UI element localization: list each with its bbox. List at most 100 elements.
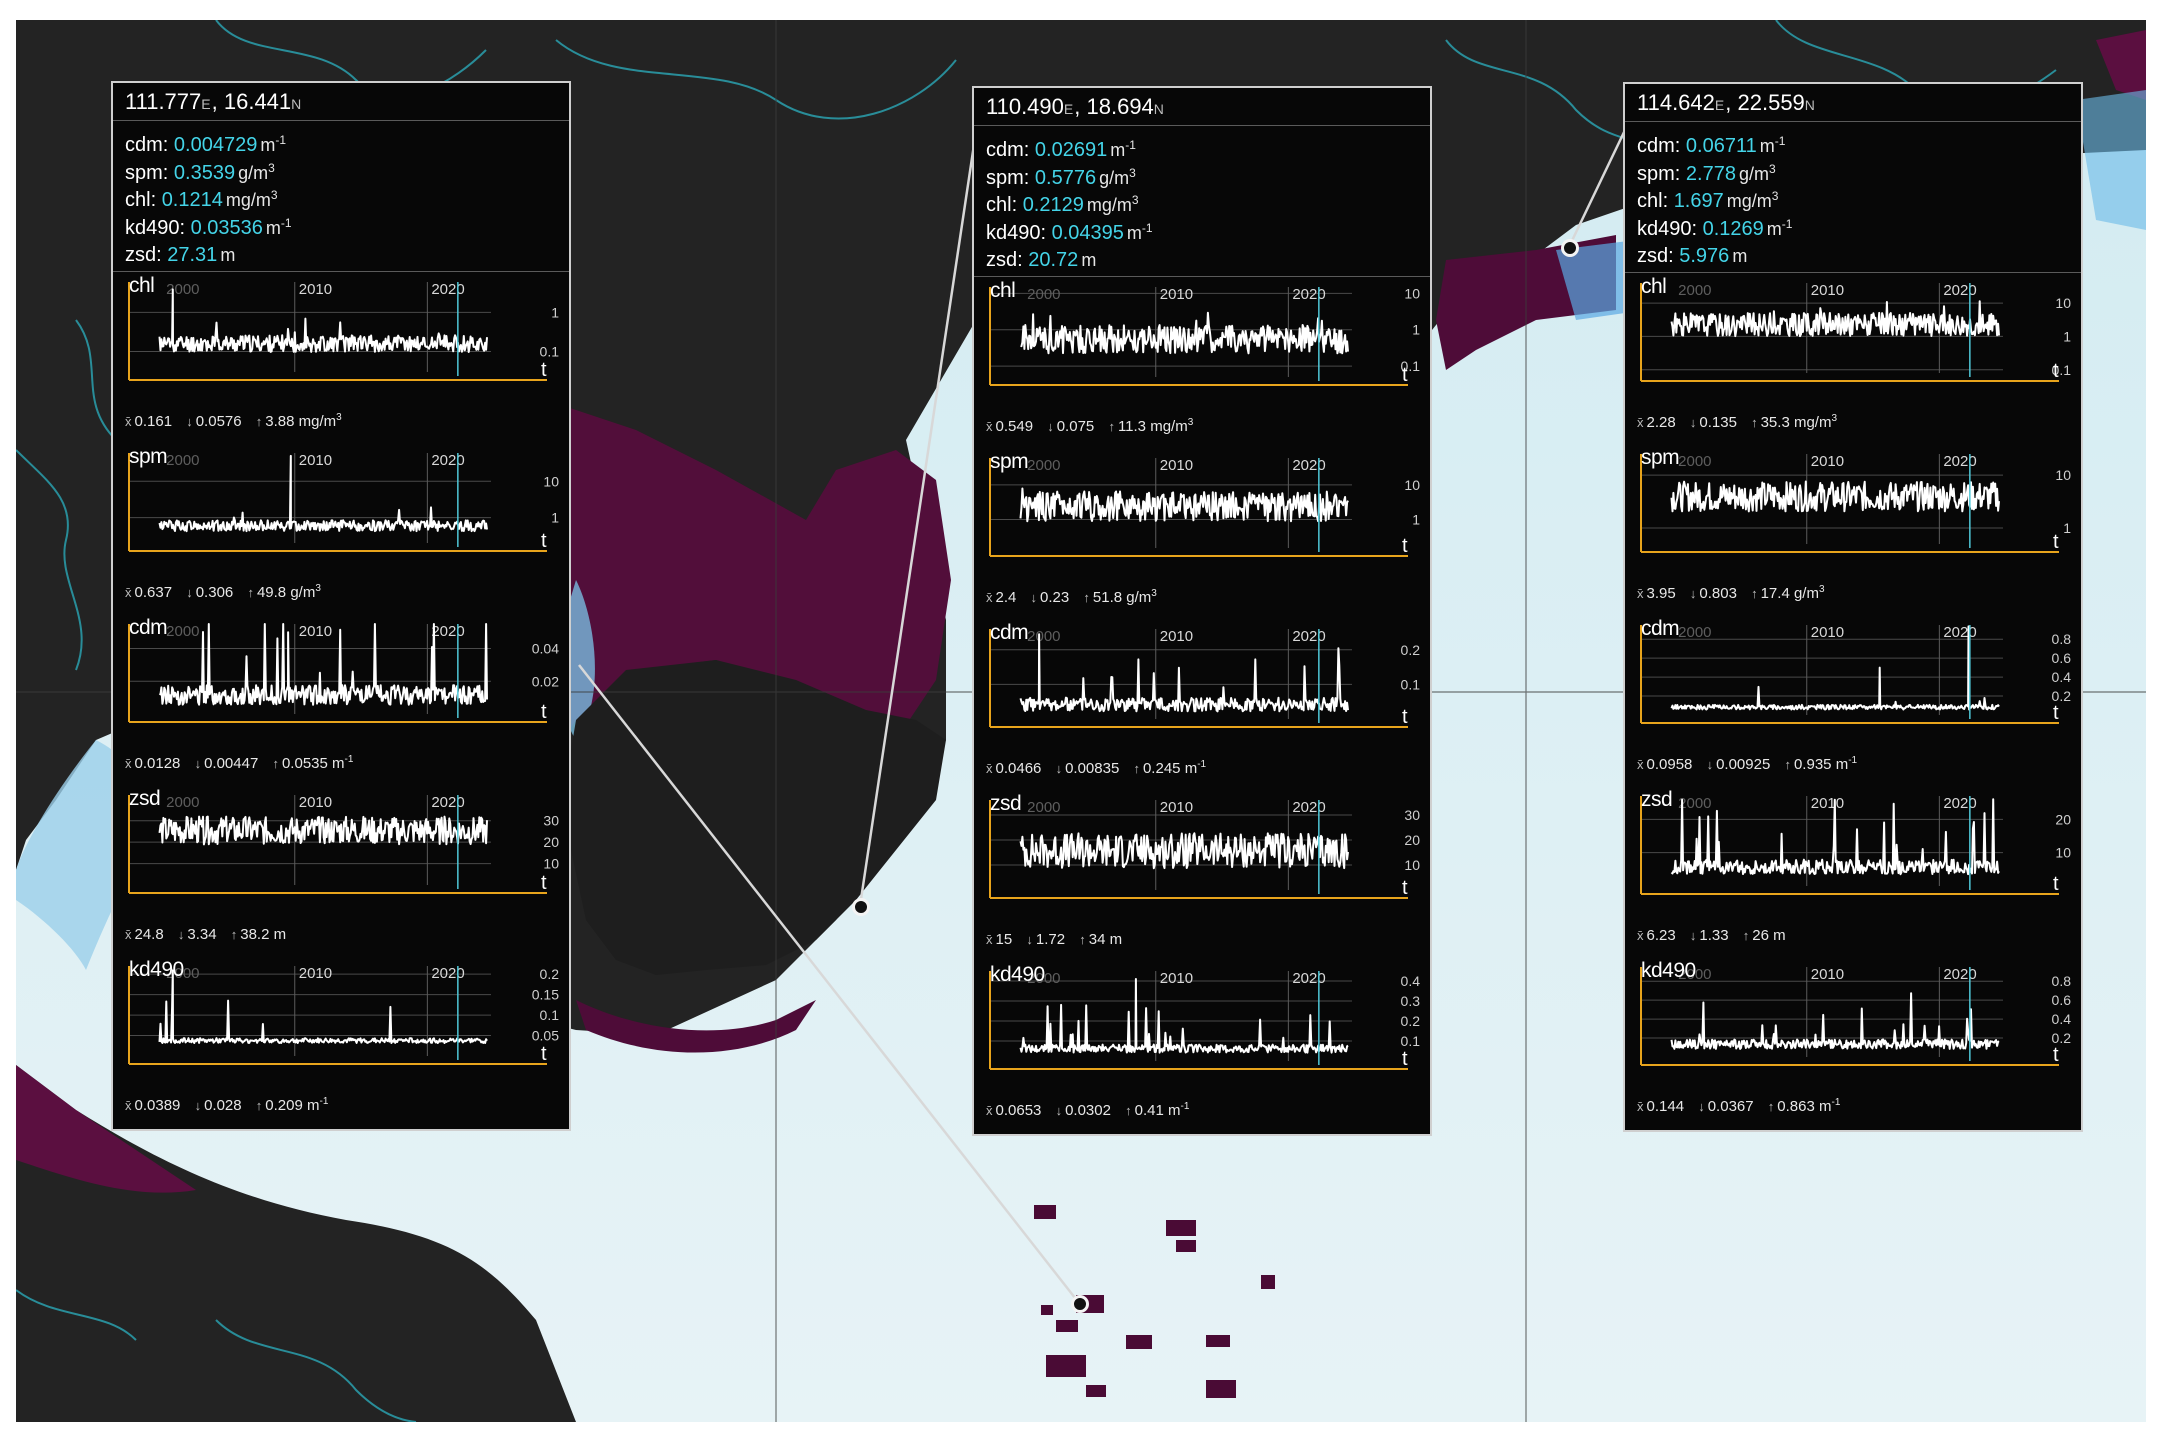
popup-coordinates: 110.490E, 18.694N — [974, 88, 1430, 126]
stat-mean: x̄ 0.161 — [125, 412, 173, 430]
x-tick-label: 2020 — [1292, 970, 1325, 987]
timeseries-chart-zsd[interactable]: 30 20 10 2000 2010 2020 t zsd x̄ 15 ↓ 1.72 ↑ 34 m — [974, 790, 1430, 961]
x-tick-label: 2020 — [431, 623, 464, 640]
y-tick-label: 0.6 — [2052, 992, 2072, 1008]
y-tick-label: 0.04 — [532, 640, 559, 656]
stat-unit: m-1 — [1835, 754, 1858, 773]
location-popup-middle[interactable]: 110.490E, 18.694N cdm: 0.02691 m-1 spm: 0… — [972, 86, 1432, 1136]
stat-unit: mg/m3 — [1150, 416, 1194, 435]
x-tick-label: 2020 — [1292, 286, 1325, 303]
longitude-unit: E — [201, 96, 211, 112]
readout-spm: spm: 2.778 g/m3 — [1637, 156, 2081, 185]
param-value: 0.06711 — [1685, 135, 1757, 157]
coordinate-separator: , — [1074, 94, 1081, 119]
chart-stats: x̄ 0.161 ↓ 0.0576 ↑ 3.88 mg/m3 — [125, 412, 352, 430]
timeseries-chart-kd490[interactable]: 0.8 0.6 0.4 0.2 2000 2010 2020 t kd490 x̄ 0.144 … — [1625, 957, 2081, 1128]
series-line — [1670, 299, 2000, 337]
stat-unit: mg/m3 — [298, 411, 342, 430]
timeseries-chart-chl[interactable]: 10 1 0.1 2000 2010 2020 t chl x̄ 2.28 ↓ 0.135 ↑ 3… — [1625, 273, 2081, 444]
chart-plot[interactable]: 0.04 0.02 2000 2010 2020 t — [125, 618, 561, 754]
timeseries-chart-chl[interactable]: 10 1 0.1 2000 2010 2020 t chl x̄ 0.549 ↓ 0.075 ↑… — [974, 277, 1430, 448]
callout-line-right — [1567, 127, 1628, 248]
stat-max: ↑ 49.8 g/m3 — [247, 582, 321, 601]
stat-min: ↓ 1.33 — [1689, 926, 1729, 944]
latitude-value: 22.559 — [1737, 90, 1805, 115]
param-label: kd490: — [125, 216, 186, 239]
param-value: 0.5776 — [1034, 166, 1097, 189]
chart-stats: x̄ 15 ↓ 1.72 ↑ 34 m — [986, 930, 1132, 948]
param-unit: m-1 — [1126, 220, 1153, 243]
stat-min: ↓ 3.34 — [177, 925, 217, 943]
timeseries-chart-zsd[interactable]: 30 20 10 2000 2010 2020 t zsd x̄ 24.8 ↓ 3.34 ↑ 38… — [113, 785, 569, 956]
stat-max: ↑ 26 m — [1742, 926, 1786, 944]
latitude-unit: N — [291, 96, 302, 112]
timeseries-chart-spm[interactable]: 10 1 2000 2010 2020 t spm x̄ 2.4 ↓ 0.23 ↑ 51.8 g… — [974, 448, 1430, 619]
x-tick-label: 2000 — [1027, 799, 1060, 816]
location-popup-left[interactable]: 111.777E, 16.441N cdm: 0.004729 m-1 spm: … — [111, 81, 571, 1131]
chart-plot[interactable]: 0.8 0.6 0.4 0.2 2000 2010 2020 t — [1637, 961, 2073, 1097]
chart-plot[interactable]: 0.8 0.6 0.4 0.2 2000 2010 2020 t — [1637, 619, 2073, 755]
chart-plot[interactable]: 10 1 2000 2010 2020 t — [125, 447, 561, 583]
time-axis-label: t — [1402, 1048, 1408, 1070]
y-tick-label: 10 — [2055, 844, 2071, 860]
param-unit: g/m3 — [1099, 165, 1136, 188]
timeseries-chart-kd490[interactable]: 0.4 0.3 0.2 0.1 2000 2010 2020 t kd490 x̄ 0.0653… — [974, 961, 1430, 1132]
y-tick-label: 10 — [1404, 857, 1420, 873]
stat-min: ↓ 0.0576 — [186, 412, 242, 430]
timeseries-chart-spm[interactable]: 10 1 2000 2010 2020 t spm x̄ 3.95 ↓ 0.803 ↑ 17.4… — [1625, 444, 2081, 615]
stat-min: ↓ 0.803 — [1689, 584, 1737, 602]
y-tick-label: 1 — [2063, 520, 2071, 536]
chart-stats: x̄ 3.95 ↓ 0.803 ↑ 17.4 g/m3 — [1637, 584, 1835, 602]
stat-mean: x̄ 3.95 — [1637, 584, 1676, 602]
readout-spm: spm: 0.5776 g/m3 — [986, 160, 1430, 189]
timeseries-chart-spm[interactable]: 10 1 2000 2010 2020 t spm x̄ 0.637 ↓ 0.306 ↑ 49.… — [113, 443, 569, 614]
x-tick-label: 2010 — [299, 452, 332, 469]
timeseries-chart-zsd[interactable]: 20 10 2000 2010 2020 t zsd x̄ 6.23 ↓ 1.33 ↑ 26 m — [1625, 786, 2081, 957]
chart-plot[interactable]: 1 0.1 2000 2010 2020 t — [125, 276, 561, 412]
x-tick-label: 2020 — [1292, 799, 1325, 816]
timeseries-chart-cdm[interactable]: 0.04 0.02 2000 2010 2020 t cdm x̄ 0.0128 ↓ 0.00… — [113, 614, 569, 785]
chart-plot[interactable]: 0.2 0.1 2000 2010 2020 t — [986, 623, 1422, 759]
location-pin-right[interactable] — [1561, 239, 1579, 257]
coordinate-separator: , — [211, 89, 218, 114]
location-pin-left[interactable] — [1071, 1295, 1089, 1313]
param-unit: m — [220, 245, 236, 265]
chart-plot[interactable]: 0.4 0.3 0.2 0.1 2000 2010 2020 t — [986, 965, 1422, 1101]
y-tick-label: 0.2 — [2052, 1030, 2072, 1046]
chart-plot[interactable]: 10 1 2000 2010 2020 t — [1637, 448, 2073, 584]
chart-plot[interactable]: 10 1 0.1 2000 2010 2020 t — [1637, 277, 2073, 413]
x-tick-label: 2020 — [1292, 628, 1325, 645]
chart-stats: x̄ 6.23 ↓ 1.33 ↑ 26 m — [1637, 926, 1796, 944]
timeseries-chart-chl[interactable]: 1 0.1 2000 2010 2020 t chl x̄ 0.161 ↓ 0.0576 ↑ 3… — [113, 272, 569, 443]
time-axis-label: t — [1402, 706, 1408, 728]
x-tick-label: 2000 — [166, 452, 199, 469]
x-tick-label: 2020 — [431, 794, 464, 811]
x-tick-label: 2010 — [1160, 628, 1193, 645]
y-tick-label: 0.15 — [532, 986, 559, 1002]
x-tick-label: 2000 — [1027, 970, 1060, 987]
stat-min: ↓ 0.00447 — [194, 754, 259, 772]
parameter-readouts: cdm: 0.004729 m-1 spm: 0.3539 g/m3 chl: 0.… — [113, 121, 569, 272]
stat-max: ↑ 38.2 m — [230, 925, 287, 943]
x-tick-label: 2020 — [1943, 282, 1976, 299]
stat-unit: mg/m3 — [1793, 412, 1838, 431]
chart-stats: x̄ 24.8 ↓ 3.34 ↑ 38.2 m — [125, 925, 296, 943]
stat-max: ↑ 0.245 m-1 — [1133, 758, 1207, 777]
timeseries-chart-cdm[interactable]: 0.2 0.1 2000 2010 2020 t cdm x̄ 0.0466 ↓ 0.0083… — [974, 619, 1430, 790]
location-popup-right[interactable]: 114.642E, 22.559N cdm: 0.06711 m-1 spm: 2… — [1623, 82, 2083, 1132]
popup-coordinates: 114.642E, 22.559N — [1625, 84, 2081, 122]
timeseries-chart-cdm[interactable]: 0.8 0.6 0.4 0.2 2000 2010 2020 t cdm x̄ 0.0958 ↓… — [1625, 615, 2081, 786]
timeseries-chart-kd490[interactable]: 0.2 0.15 0.1 0.05 2000 2010 2020 t kd490 x̄ 0.03… — [113, 956, 569, 1127]
x-tick-label: 2010 — [1160, 286, 1193, 303]
location-pin-middle[interactable] — [852, 898, 870, 916]
series-line — [1019, 487, 1349, 522]
param-unit: m-1 — [260, 133, 286, 155]
chart-plot[interactable]: 10 1 0.1 2000 2010 2020 t — [986, 281, 1422, 417]
chart-plot[interactable]: 0.2 0.15 0.1 0.05 2000 2010 2020 t — [125, 960, 561, 1096]
chart-plot[interactable]: 10 1 2000 2010 2020 t — [986, 452, 1422, 588]
chart-stats: x̄ 0.144 ↓ 0.0367 ↑ 0.863 m-1 — [1637, 1097, 1850, 1115]
x-tick-label: 2000 — [166, 794, 199, 811]
